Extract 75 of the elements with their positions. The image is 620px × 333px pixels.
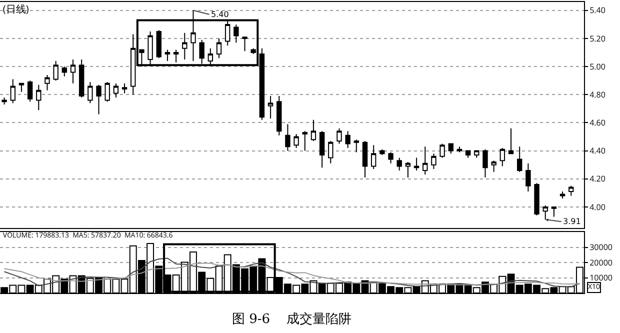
candlestick — [414, 157, 420, 171]
candlestick — [560, 191, 566, 200]
candlestick — [173, 49, 179, 63]
candlestick — [294, 133, 299, 148]
annotation: 5.40 — [211, 10, 229, 19]
candlestick — [465, 150, 471, 158]
candlestick — [405, 162, 411, 178]
y-tick-label: 5.00 — [590, 61, 606, 72]
candlestick — [482, 148, 488, 178]
y-tick-label: 4.80 — [590, 89, 606, 100]
candlestick — [62, 66, 68, 77]
candlestick — [380, 148, 385, 156]
candlestick — [456, 146, 462, 153]
y-tick-label: 4.40 — [590, 146, 606, 157]
candlestick — [250, 48, 256, 54]
candlestick — [388, 152, 394, 164]
candlestick — [104, 82, 110, 102]
candlestick — [362, 140, 368, 178]
candlestick — [516, 146, 522, 172]
candlestick — [216, 38, 222, 59]
candlestick — [182, 32, 188, 60]
candlestick — [328, 140, 334, 164]
candlestick — [500, 147, 506, 167]
candlestick — [396, 157, 402, 171]
candlestick — [18, 82, 24, 92]
candlestick — [440, 143, 445, 158]
y-tick-label: 5.40 — [590, 5, 606, 16]
candlestick — [70, 59, 76, 84]
candlestick — [27, 80, 33, 102]
y-tick-label: 4.20 — [590, 174, 606, 185]
candlestick — [568, 185, 574, 196]
candlestick — [113, 82, 119, 98]
y-tick-label: 10000 — [590, 272, 613, 284]
y-tick-label: 5.20 — [590, 33, 606, 44]
candlestick — [36, 84, 42, 111]
candlestick — [336, 128, 342, 144]
y-tick-label: 20000 — [590, 257, 613, 268]
candlestick — [310, 119, 316, 142]
candlestick — [234, 24, 239, 44]
candlestick — [508, 128, 514, 154]
candlestick — [78, 59, 84, 98]
y-tick-label: 4.60 — [590, 118, 606, 129]
candlestick — [422, 146, 428, 176]
annotation: 3.91 — [563, 217, 581, 226]
candlestick — [526, 162, 531, 192]
line-series — [4, 262, 580, 286]
candlestick — [88, 82, 93, 104]
candlestick — [319, 130, 325, 168]
candlestick — [2, 96, 7, 105]
candlestick — [96, 84, 102, 115]
candlestick — [242, 36, 248, 52]
candlestick — [268, 96, 274, 120]
candlestick — [491, 160, 496, 172]
candlestick — [156, 30, 162, 59]
y-tick-label: 30000 — [590, 242, 613, 254]
candlestick — [370, 144, 376, 170]
candlestick — [122, 82, 128, 94]
candlestick — [276, 96, 282, 136]
candlestick — [354, 139, 360, 153]
candlestick — [345, 130, 350, 148]
candlestick — [302, 130, 308, 152]
candlestick — [448, 143, 454, 154]
caption: 图 9-6 成交量陷阱 — [232, 311, 352, 327]
candlestick — [44, 74, 50, 91]
y-tick-label: 4.00 — [590, 202, 606, 213]
candlestick — [53, 60, 58, 82]
candlestick — [285, 124, 290, 152]
candlestick — [164, 49, 170, 62]
candlestick — [10, 78, 16, 104]
candlestick — [551, 206, 557, 218]
chart-title: (日线) — [2, 1, 29, 16]
candlestick — [431, 153, 436, 170]
candlestick — [474, 150, 480, 158]
candlestick — [534, 182, 540, 216]
line-series — [4, 258, 580, 288]
